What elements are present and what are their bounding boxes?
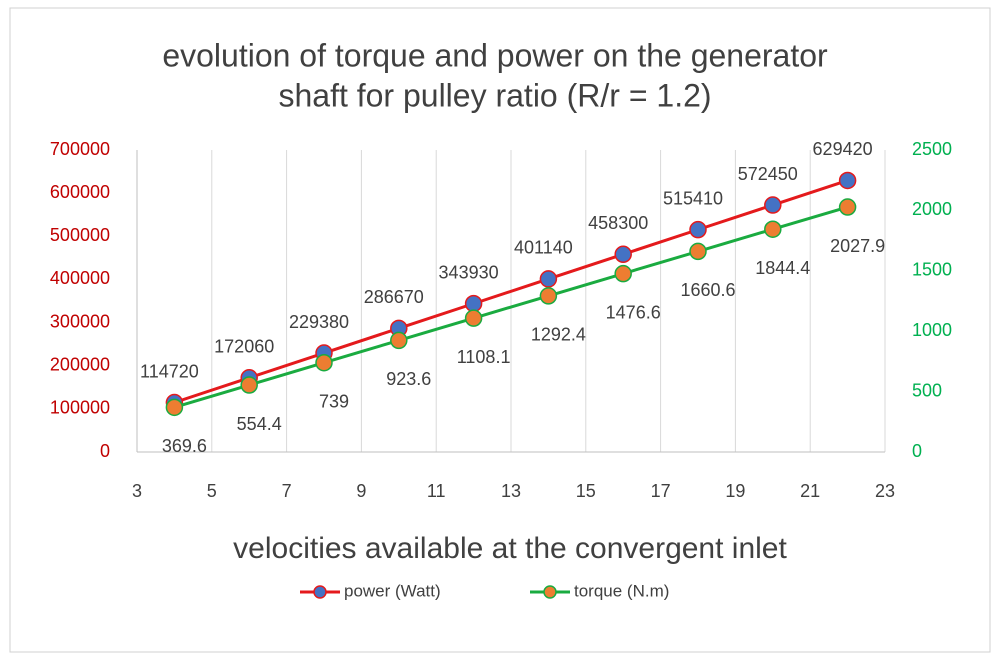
data-point — [689, 220, 707, 239]
data-label: 1292.4 — [531, 325, 586, 345]
data-point — [539, 270, 558, 288]
data-point — [614, 264, 632, 283]
y-tick-label: 600000 — [50, 182, 110, 202]
data-point — [464, 309, 483, 327]
data-label: 554.4 — [237, 414, 282, 434]
x-tick-label: 3 — [132, 481, 142, 501]
data-label: 286670 — [364, 287, 424, 307]
x-tick-label: 7 — [282, 481, 292, 501]
data-label: 629420 — [813, 139, 873, 159]
data-label: 923.6 — [386, 369, 431, 389]
data-point — [240, 376, 258, 394]
data-point — [315, 353, 333, 372]
y-tick-label: 400000 — [50, 268, 110, 288]
data-point — [689, 242, 707, 261]
legend-label: torque (N.m) — [574, 581, 669, 600]
data-point — [764, 220, 782, 238]
chart-border — [9, 7, 991, 653]
data-point — [838, 198, 857, 216]
legend-label: power (Watt) — [344, 581, 441, 600]
data-label: 1660.6 — [680, 280, 735, 300]
series-line — [173, 179, 849, 404]
data-point — [165, 398, 184, 417]
data-label: 343930 — [439, 262, 499, 282]
y2-tick-label: 1000 — [912, 320, 952, 340]
y-tick-label: 100000 — [50, 398, 110, 418]
x-axis-label: velocities available at the convergent i… — [233, 532, 787, 565]
data-label: 172060 — [214, 337, 274, 357]
data-label: 1108.1 — [457, 347, 511, 367]
data-label: 572450 — [738, 164, 798, 184]
x-tick-label: 19 — [725, 481, 745, 501]
data-label: 369.6 — [162, 436, 207, 456]
x-tick-label: 21 — [800, 481, 820, 501]
series-line — [173, 205, 849, 409]
data-label: 114720 — [140, 361, 199, 381]
chart-title: shaft for pulley ratio (R/r = 1.2) — [278, 77, 711, 113]
x-tick-label: 11 — [427, 481, 446, 501]
x-tick-label: 15 — [576, 481, 596, 501]
data-label: 1844.4 — [755, 258, 810, 278]
data-label: 515410 — [663, 188, 723, 208]
y2-tick-label: 0 — [912, 441, 922, 461]
x-tick-label: 13 — [501, 481, 521, 501]
y2-tick-label: 500 — [912, 380, 942, 400]
y-tick-label: 0 — [100, 441, 110, 461]
x-tick-label: 9 — [356, 481, 366, 501]
chart-title: evolution of torque and power on the gen… — [162, 37, 828, 73]
legend-marker — [543, 585, 557, 599]
data-point — [539, 287, 558, 305]
y2-tick-label: 1500 — [912, 260, 952, 280]
data-label: 739 — [319, 391, 349, 411]
y2-tick-label: 2000 — [912, 199, 952, 219]
y-tick-label: 500000 — [50, 225, 110, 245]
y-tick-label: 300000 — [50, 311, 110, 331]
data-point — [838, 171, 857, 190]
data-point — [464, 294, 483, 313]
data-label: 401140 — [514, 238, 573, 258]
data-point — [764, 196, 782, 214]
data-point — [390, 331, 408, 350]
data-label: 229380 — [289, 312, 349, 332]
data-label: 2027.9 — [830, 236, 885, 256]
x-tick-label: 5 — [207, 481, 217, 501]
x-tick-label: 23 — [875, 481, 895, 501]
y-tick-label: 700000 — [50, 139, 110, 159]
data-label: 1476.6 — [606, 302, 661, 322]
data-point — [614, 245, 632, 264]
legend-marker — [313, 585, 327, 599]
y2-tick-label: 2500 — [912, 139, 952, 159]
data-label: 458300 — [588, 213, 648, 233]
x-tick-label: 17 — [651, 481, 671, 501]
y-tick-label: 200000 — [50, 354, 110, 374]
